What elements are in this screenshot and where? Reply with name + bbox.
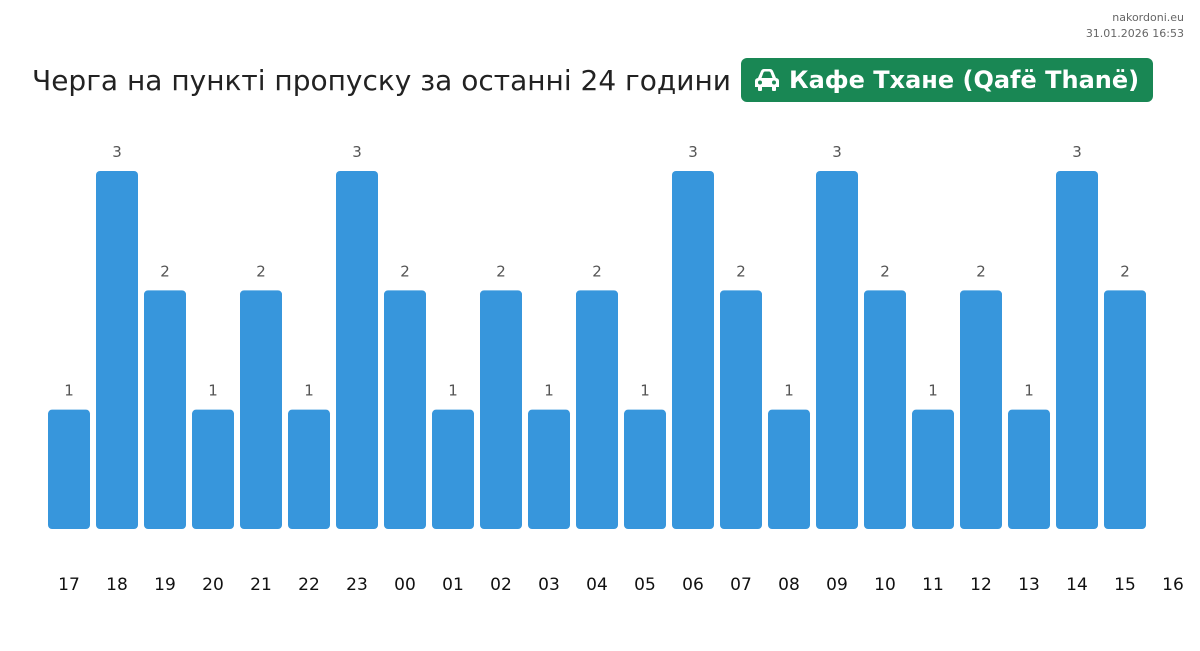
bar-value-label: 1 <box>304 382 314 400</box>
bar-value-label: 3 <box>352 143 362 161</box>
bar-value-label: 1 <box>208 382 218 400</box>
x-tick-label: 14 <box>1066 575 1088 595</box>
bar-value-label: 1 <box>640 382 650 400</box>
x-tick-label: 06 <box>682 575 704 595</box>
x-tick-label: 19 <box>154 575 176 595</box>
bar <box>720 290 762 529</box>
bar-value-label: 2 <box>400 262 410 280</box>
x-tick-label: 13 <box>1018 575 1040 595</box>
bar <box>192 409 234 529</box>
x-tick-label: 08 <box>778 575 800 595</box>
bar-value-label: 2 <box>1120 262 1130 280</box>
bar-value-label: 1 <box>448 382 458 400</box>
bar-value-label: 1 <box>928 382 938 400</box>
bar-value-label: 3 <box>1072 143 1082 161</box>
timestamp: 31.01.2026 16:53 <box>1085 27 1184 40</box>
bar <box>864 290 906 529</box>
bar <box>768 409 810 529</box>
x-tick-label: 12 <box>970 575 992 595</box>
bar-value-label: 2 <box>736 262 746 280</box>
chart-title: Черга на пункті пропуску за останні 24 г… <box>32 63 731 97</box>
x-tick-label: 09 <box>826 575 848 595</box>
bar <box>48 409 90 529</box>
bar <box>240 290 282 529</box>
bar <box>432 409 474 529</box>
chart-header: Черга на пункті пропуску за останні 24 г… <box>32 58 1170 102</box>
bar <box>672 171 714 529</box>
x-tick-label: 10 <box>874 575 896 595</box>
bar-value-label: 2 <box>256 262 266 280</box>
x-tick-label: 16 <box>1162 575 1184 595</box>
bar <box>96 171 138 529</box>
site-stamp: nakordoni.eu 31.01.2026 16:53 <box>1086 10 1184 42</box>
x-tick-label: 07 <box>730 575 752 595</box>
bar-value-label: 2 <box>976 262 986 280</box>
x-tick-label: 11 <box>922 575 944 595</box>
bar-value-label: 3 <box>688 143 698 161</box>
bar <box>144 290 186 529</box>
x-tick-label: 05 <box>634 575 656 595</box>
bar <box>816 171 858 529</box>
bar <box>384 290 426 529</box>
bar <box>1008 409 1050 529</box>
checkpoint-name: Кафе Тхане (Qafë Thanë) <box>788 66 1140 94</box>
bar <box>912 409 954 529</box>
car-icon <box>754 69 779 91</box>
x-tick-label: 17 <box>58 575 80 595</box>
x-tick-label: 20 <box>202 575 224 595</box>
x-tick-label: 23 <box>346 575 368 595</box>
bar <box>624 409 666 529</box>
bar-value-label: 1 <box>64 382 74 400</box>
bar-value-label: 2 <box>592 262 602 280</box>
x-tick-label: 02 <box>490 575 512 595</box>
bar <box>528 409 570 529</box>
bar <box>1104 290 1146 529</box>
x-tick-label: 04 <box>586 575 608 595</box>
bar-value-label: 2 <box>496 262 506 280</box>
bar <box>336 171 378 529</box>
bar <box>288 409 330 529</box>
bar <box>1056 171 1098 529</box>
bar <box>576 290 618 529</box>
bar-value-label: 3 <box>832 143 842 161</box>
x-tick-label: 15 <box>1114 575 1136 595</box>
x-tick-label: 01 <box>442 575 464 595</box>
site-name: nakordoni.eu <box>1112 11 1184 24</box>
checkpoint-badge: Кафе Тхане (Qafë Thanë) <box>740 58 1154 102</box>
bar-value-label: 1 <box>784 382 794 400</box>
bar-value-label: 3 <box>112 143 122 161</box>
x-tick-label: 21 <box>250 575 272 595</box>
bar-value-label: 1 <box>1024 382 1034 400</box>
bar <box>960 290 1002 529</box>
bar-value-label: 2 <box>160 262 170 280</box>
x-tick-label: 00 <box>394 575 416 595</box>
x-tick-label: 18 <box>106 575 128 595</box>
bar-value-label: 1 <box>544 382 554 400</box>
bar <box>480 290 522 529</box>
bar-value-label: 2 <box>880 262 890 280</box>
x-tick-label: 22 <box>298 575 320 595</box>
x-tick-label: 03 <box>538 575 560 595</box>
